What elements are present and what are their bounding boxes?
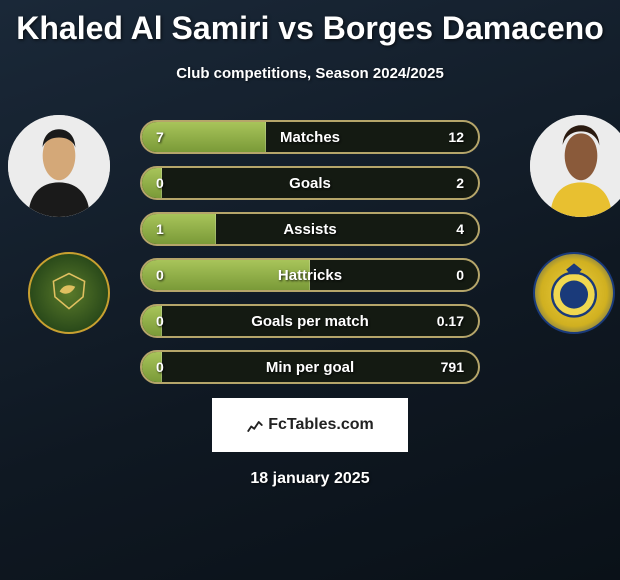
- page-title: Khaled Al Samiri vs Borges Damaceno: [0, 0, 620, 47]
- stat-value-left: 1: [156, 214, 164, 244]
- stat-value-right: 12: [448, 122, 464, 152]
- watermark-text: FcTables.com: [268, 416, 374, 434]
- stat-value-right: 0.17: [437, 306, 464, 336]
- stat-row: Min per goal0 791: [140, 350, 480, 384]
- stat-label: Min per goal: [142, 352, 478, 382]
- date-text: 18 january 2025: [0, 470, 620, 488]
- player-right-avatar: [530, 115, 620, 217]
- stat-value-left: 0: [156, 168, 164, 198]
- stat-value-left: 0: [156, 260, 164, 290]
- stat-value-left: 7: [156, 122, 164, 152]
- crest-icon: [535, 254, 613, 332]
- stat-value-left: 0: [156, 306, 164, 336]
- stat-label: Goals per match: [142, 306, 478, 336]
- stat-value-left: 0: [156, 352, 164, 382]
- club-right-badge: [533, 252, 615, 334]
- stat-value-right: 4: [456, 214, 464, 244]
- stat-row: Goals0 2: [140, 166, 480, 200]
- watermark: FcTables.com: [212, 398, 408, 452]
- subtitle: Club competitions, Season 2024/2025: [0, 65, 620, 82]
- club-left-badge: [28, 252, 110, 334]
- stat-value-right: 2: [456, 168, 464, 198]
- stat-row: Goals per match0 0.17: [140, 304, 480, 338]
- player-left-avatar: [8, 115, 110, 217]
- stat-bars: Matches712Goals02Assists14Hattricks00Goa…: [140, 120, 480, 384]
- stat-label: Assists: [142, 214, 478, 244]
- stat-label: Matches: [142, 122, 478, 152]
- stat-label: Hattricks: [142, 260, 478, 290]
- person-icon: [530, 115, 620, 217]
- stat-row: Hattricks0 0: [140, 258, 480, 292]
- shield-icon: [30, 254, 108, 332]
- stat-row: Assists1 4: [140, 212, 480, 246]
- stat-value-right: 0: [456, 260, 464, 290]
- stat-label: Goals: [142, 168, 478, 198]
- comparison-panel: Matches712Goals02Assists14Hattricks00Goa…: [0, 120, 620, 384]
- stat-value-right: 791: [441, 352, 464, 382]
- person-icon: [8, 115, 110, 217]
- stat-row: Matches7 12: [140, 120, 480, 154]
- chart-icon: [246, 416, 264, 434]
